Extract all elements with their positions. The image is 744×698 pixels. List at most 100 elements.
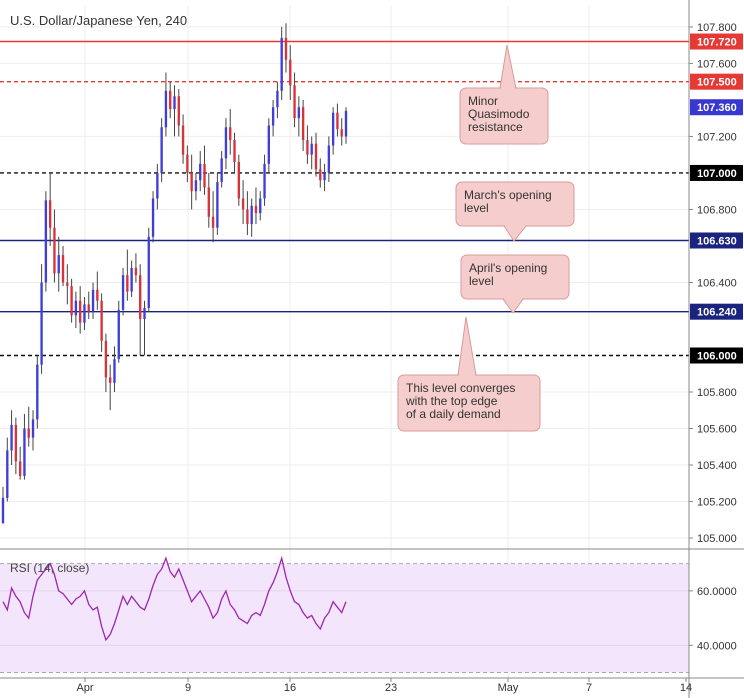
candle [233, 132, 236, 173]
candle [289, 45, 292, 100]
candle [241, 180, 245, 225]
price-tag-label: 107.360 [697, 102, 737, 114]
candle-body [233, 140, 236, 162]
candle-body [160, 127, 163, 173]
candle [70, 278, 73, 323]
candle [323, 163, 326, 192]
price-tag [690, 73, 743, 90]
candle-body [237, 161, 240, 199]
candle-body [250, 205, 253, 225]
candle-body [336, 112, 339, 130]
candle [220, 151, 223, 188]
candle-body [66, 282, 69, 287]
time-tick-label: May [498, 682, 519, 694]
candle-body [6, 450, 9, 498]
price-tick-label: 105.200 [697, 497, 737, 509]
price-tag [690, 347, 743, 364]
price-tag-label: 106.000 [697, 350, 737, 362]
candle-body [27, 428, 30, 438]
candle [57, 236, 60, 292]
candle-body [289, 59, 292, 86]
price-tag-label: 107.500 [697, 77, 737, 89]
callout-text: April's opening [469, 261, 547, 275]
candle-body [276, 90, 279, 108]
candle-body [10, 424, 13, 451]
candle [186, 145, 189, 183]
candle [53, 209, 56, 283]
candle [164, 72, 168, 137]
candle-body [301, 107, 305, 141]
candle [117, 300, 120, 363]
candle [344, 107, 348, 144]
candle [250, 198, 253, 237]
candle-body [267, 125, 271, 164]
time-tick-label: Apr [76, 682, 93, 694]
candle-body [134, 267, 138, 276]
candle-body [297, 107, 301, 119]
price-tag [690, 232, 743, 249]
candle [203, 145, 206, 195]
candle-body [327, 145, 331, 173]
candle-body [173, 96, 176, 110]
candle-body [241, 198, 245, 210]
price-tick-label: 107.800 [697, 22, 737, 34]
candle [224, 118, 228, 170]
candle-body [254, 205, 258, 214]
candle-body [78, 300, 82, 323]
time-tick-label: 7 [586, 682, 592, 694]
candle [246, 191, 249, 236]
candle [18, 446, 22, 480]
candle-body [53, 227, 56, 274]
rsi-series [2, 555, 347, 642]
price-tag-label: 106.240 [697, 307, 737, 319]
candle-body [181, 125, 185, 155]
candle [10, 410, 13, 466]
candle [160, 118, 163, 183]
candle [27, 406, 30, 447]
candle [271, 99, 275, 137]
rsi-axis: 40.0000 60.0000 [689, 586, 737, 652]
rsi-band [0, 563, 689, 673]
candle [340, 118, 343, 146]
price-tag [690, 164, 743, 181]
candle-body [126, 275, 129, 292]
candle [66, 264, 69, 305]
candle [267, 118, 271, 173]
candle [44, 191, 48, 292]
candle [293, 72, 296, 128]
candle [83, 297, 86, 330]
candle-body [117, 309, 120, 360]
candle-body [246, 209, 249, 225]
candle-body [220, 158, 223, 183]
callout-text: with the top edge [405, 394, 498, 408]
candle [190, 154, 193, 210]
candle [276, 81, 279, 119]
candle [207, 172, 210, 228]
candle-body [323, 172, 326, 181]
price-tag-label: 107.000 [697, 168, 737, 180]
candle-body [147, 236, 150, 309]
candle-body [186, 154, 189, 173]
candle-body [57, 255, 60, 274]
candle-body [203, 163, 206, 188]
candle-body [18, 461, 22, 476]
candle-body [306, 140, 309, 155]
candle [336, 103, 339, 137]
candle [331, 107, 335, 155]
candle [259, 191, 262, 221]
price-tick-label: 105.600 [697, 424, 737, 436]
candle-body [280, 37, 283, 91]
candle-body [331, 112, 335, 146]
candle [263, 154, 266, 206]
candle-body [104, 340, 108, 378]
candle [6, 437, 9, 502]
candle-body [284, 37, 288, 60]
candle [61, 245, 65, 287]
callout-text: March's opening [464, 188, 552, 202]
candle-body [194, 180, 198, 192]
candle [1, 486, 5, 524]
price-axis: 105.000 105.200 105.400 105.600 105.800 106.4… [689, 22, 743, 545]
